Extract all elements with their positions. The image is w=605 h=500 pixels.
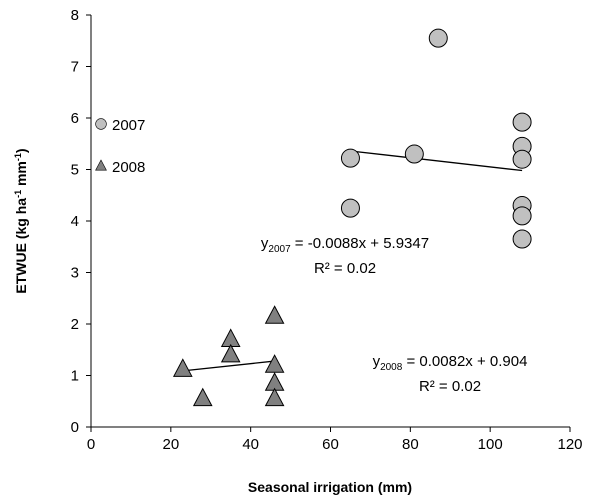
x-tick-label: 20 [162, 436, 179, 453]
x-tick-label: 100 [478, 436, 503, 453]
y-tick-label: 2 [71, 316, 79, 333]
x-tick-label: 40 [242, 436, 259, 453]
circle-point [512, 206, 532, 226]
equation-part: y [261, 235, 269, 252]
x-tick-label: 60 [322, 436, 339, 453]
circle-point [404, 144, 424, 164]
equation-part: = -0.0088x + 5.9347 [291, 235, 429, 252]
y-tick-label: 3 [71, 265, 79, 282]
trend-line [350, 150, 523, 172]
triangle-point [192, 387, 213, 407]
equation: y2008 = 0.0082x + 0.904 [373, 353, 528, 373]
x-tick-label: 80 [402, 436, 419, 453]
x-axis-label: Seasonal irrigation (mm) [248, 479, 412, 495]
equation-part: y [373, 353, 381, 370]
y-tick-label: 1 [71, 368, 79, 385]
y-label-part: ) [13, 148, 29, 153]
circle-point [512, 149, 532, 169]
equation-sub: 2008 [380, 362, 403, 373]
circle-point [340, 198, 360, 218]
y-tick-label: 0 [71, 419, 79, 436]
triangle-point [264, 305, 285, 324]
triangle-point [264, 354, 285, 373]
y-tick-label: 5 [71, 162, 79, 179]
y-axis-label: ETWUE (kg ha-1 mm-1) [13, 148, 29, 293]
circle-point [512, 112, 532, 132]
triangle-point [172, 358, 193, 377]
equation: y2007 = -0.0088x + 5.9347 [261, 235, 429, 255]
circle-point [512, 229, 532, 249]
triangle-point [220, 343, 241, 363]
y-tick-label: 6 [71, 110, 79, 127]
y-label-sup: -1 [13, 153, 23, 161]
y-label-sup: -1 [13, 190, 23, 198]
legend-marker [95, 118, 107, 130]
legend-label: 2008 [112, 159, 145, 176]
legend-label: 2007 [112, 117, 145, 134]
equation-part: = 0.0082x + 0.904 [402, 353, 527, 370]
trend-line [182, 360, 275, 372]
y-tick-label: 7 [71, 59, 79, 76]
y-label-part: ETWUE (kg ha [13, 198, 29, 294]
x-tick-label: 120 [557, 436, 582, 453]
y-label-part: mm [13, 161, 29, 190]
circle-point [428, 28, 448, 48]
x-tick-label: 0 [87, 436, 95, 453]
legend-marker [95, 159, 107, 171]
r-squared: R² = 0.02 [419, 378, 481, 395]
y-tick-label: 4 [71, 213, 79, 230]
r-squared: R² = 0.02 [314, 260, 376, 277]
equation-sub: 2007 [268, 244, 291, 255]
y-tick-label: 8 [71, 7, 79, 24]
triangle-point [264, 387, 285, 407]
circle-point [340, 148, 360, 168]
